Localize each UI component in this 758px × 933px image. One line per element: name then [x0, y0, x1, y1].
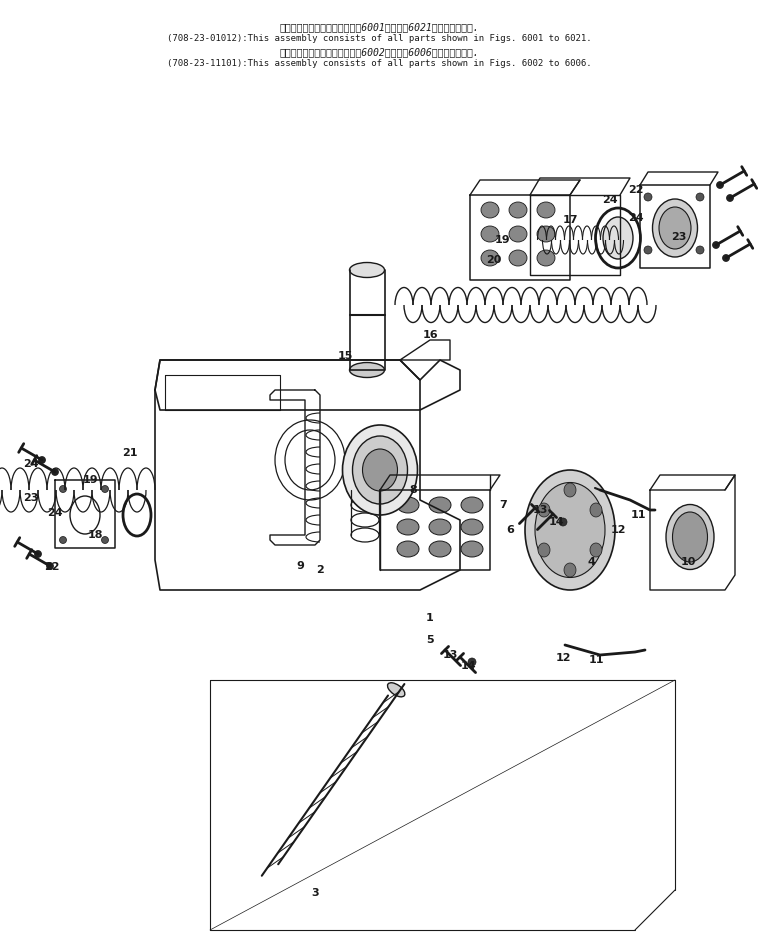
Ellipse shape [696, 193, 704, 201]
Text: 24: 24 [602, 195, 618, 205]
Ellipse shape [666, 505, 714, 569]
Ellipse shape [726, 194, 734, 202]
Text: 22: 22 [44, 562, 60, 572]
Ellipse shape [429, 519, 451, 535]
Ellipse shape [397, 519, 419, 535]
Text: 14: 14 [460, 661, 476, 671]
Text: 13: 13 [532, 505, 548, 515]
Ellipse shape [722, 255, 729, 261]
Ellipse shape [35, 550, 42, 558]
Text: 16: 16 [422, 330, 438, 340]
Ellipse shape [564, 483, 576, 497]
Ellipse shape [397, 497, 419, 513]
Text: 5: 5 [426, 635, 434, 645]
Text: 12: 12 [556, 653, 571, 663]
Ellipse shape [525, 470, 615, 590]
Text: (708-23-11101):This assembly consists of all parts shown in Figs. 6002 to 6006.: (708-23-11101):This assembly consists of… [167, 59, 591, 68]
Ellipse shape [659, 207, 691, 249]
Text: 14: 14 [548, 517, 564, 527]
Ellipse shape [644, 246, 652, 254]
Text: 24: 24 [628, 213, 644, 223]
Ellipse shape [672, 512, 707, 562]
Ellipse shape [429, 541, 451, 557]
Ellipse shape [603, 217, 633, 259]
Text: 7: 7 [499, 500, 507, 510]
Ellipse shape [59, 485, 67, 493]
Ellipse shape [538, 503, 550, 517]
Text: 2: 2 [316, 565, 324, 575]
Text: (708-23-01012):This assembly consists of all parts shown in Figs. 6001 to 6021.: (708-23-01012):This assembly consists of… [167, 34, 591, 43]
Ellipse shape [461, 519, 483, 535]
Ellipse shape [352, 436, 408, 504]
Ellipse shape [509, 226, 527, 242]
Text: このアセンブリの構成部品は第6002図から第6006図まで含みます.: このアセンブリの構成部品は第6002図から第6006図まで含みます. [279, 47, 479, 57]
Ellipse shape [509, 250, 527, 266]
Ellipse shape [59, 536, 67, 544]
Text: 9: 9 [296, 561, 304, 571]
Text: 22: 22 [628, 185, 644, 195]
Ellipse shape [102, 536, 108, 544]
Ellipse shape [349, 363, 384, 378]
Ellipse shape [461, 497, 483, 513]
Ellipse shape [590, 503, 602, 517]
Text: 10: 10 [681, 557, 696, 567]
Ellipse shape [590, 543, 602, 557]
Ellipse shape [509, 202, 527, 218]
Text: 18: 18 [87, 530, 103, 540]
Text: 19: 19 [494, 235, 510, 245]
Ellipse shape [461, 541, 483, 557]
Ellipse shape [535, 482, 605, 578]
Text: 8: 8 [409, 485, 417, 495]
Text: 6: 6 [506, 525, 514, 535]
Ellipse shape [716, 182, 723, 188]
Ellipse shape [429, 497, 451, 513]
Text: 24: 24 [23, 459, 39, 469]
Text: 11: 11 [588, 655, 604, 665]
Text: 4: 4 [587, 557, 595, 567]
Text: 21: 21 [122, 448, 138, 458]
Text: 13: 13 [443, 650, 458, 660]
Text: 12: 12 [610, 525, 626, 535]
Text: 23: 23 [23, 493, 39, 503]
Text: 19: 19 [82, 475, 98, 485]
Text: 15: 15 [337, 351, 352, 361]
Text: 17: 17 [562, 215, 578, 225]
Ellipse shape [559, 518, 567, 526]
Ellipse shape [387, 683, 405, 697]
Ellipse shape [713, 242, 719, 248]
Ellipse shape [343, 425, 418, 515]
Text: 3: 3 [312, 888, 319, 898]
Ellipse shape [696, 246, 704, 254]
Ellipse shape [397, 541, 419, 557]
Ellipse shape [481, 226, 499, 242]
Ellipse shape [653, 199, 697, 257]
Ellipse shape [362, 449, 397, 491]
Text: 20: 20 [487, 255, 502, 265]
Text: 11: 11 [630, 510, 646, 520]
Ellipse shape [644, 193, 652, 201]
Text: 1: 1 [426, 613, 434, 623]
Ellipse shape [46, 563, 54, 569]
Text: 23: 23 [672, 232, 687, 242]
Ellipse shape [468, 658, 476, 666]
Ellipse shape [537, 226, 555, 242]
Ellipse shape [537, 250, 555, 266]
Ellipse shape [481, 250, 499, 266]
Text: このアセンブリの構成部品は第6001図から第6021図まで含みます.: このアセンブリの構成部品は第6001図から第6021図まで含みます. [279, 22, 479, 32]
Text: 24: 24 [47, 508, 63, 518]
Ellipse shape [538, 543, 550, 557]
Ellipse shape [349, 262, 384, 277]
Ellipse shape [564, 563, 576, 577]
Ellipse shape [537, 202, 555, 218]
Ellipse shape [102, 485, 108, 493]
Ellipse shape [52, 468, 58, 476]
Ellipse shape [39, 456, 45, 464]
Ellipse shape [481, 202, 499, 218]
